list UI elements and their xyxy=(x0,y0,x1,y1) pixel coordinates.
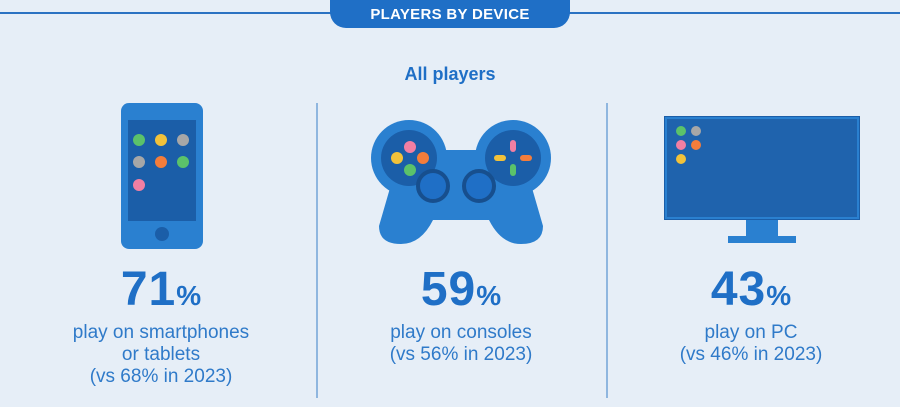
description-line: play on smartphones xyxy=(72,322,250,343)
stat-value-smartphone: 71% xyxy=(120,263,202,316)
column-divider xyxy=(606,103,608,398)
column-divider xyxy=(316,103,318,398)
chart-subtitle: All players xyxy=(404,64,496,84)
stat-description-pc: play on PC (vs 46% in 2023) xyxy=(606,322,896,366)
device-card-pc: 43% play on PC (vs 46% in 2023) xyxy=(606,100,896,400)
description-line: play on consoles xyxy=(390,322,532,343)
device-card-smartphone: 71% play on smartphones or tablets (vs 6… xyxy=(16,100,306,400)
description-line: (vs 68% in 2023) xyxy=(89,366,233,387)
monitor-icon xyxy=(664,116,860,243)
description-line: (vs 46% in 2023) xyxy=(679,344,823,365)
stat-description-smartphone: play on smartphones or tablets (vs 68% i… xyxy=(16,322,306,388)
stat-value-pc: 43% xyxy=(710,263,792,316)
smartphone-icon xyxy=(121,103,203,249)
device-card-console: 59% play on consoles (vs 56% in 2023) xyxy=(316,100,606,400)
description-line: or tablets xyxy=(121,344,201,365)
description-line: play on PC xyxy=(704,322,798,343)
description-line: (vs 56% in 2023) xyxy=(389,344,533,365)
page-title: PLAYERS BY DEVICE xyxy=(330,0,570,28)
stat-description-console: play on consoles (vs 56% in 2023) xyxy=(316,322,606,366)
gamepad-icon xyxy=(371,120,551,244)
stat-value-console: 59% xyxy=(420,263,502,316)
